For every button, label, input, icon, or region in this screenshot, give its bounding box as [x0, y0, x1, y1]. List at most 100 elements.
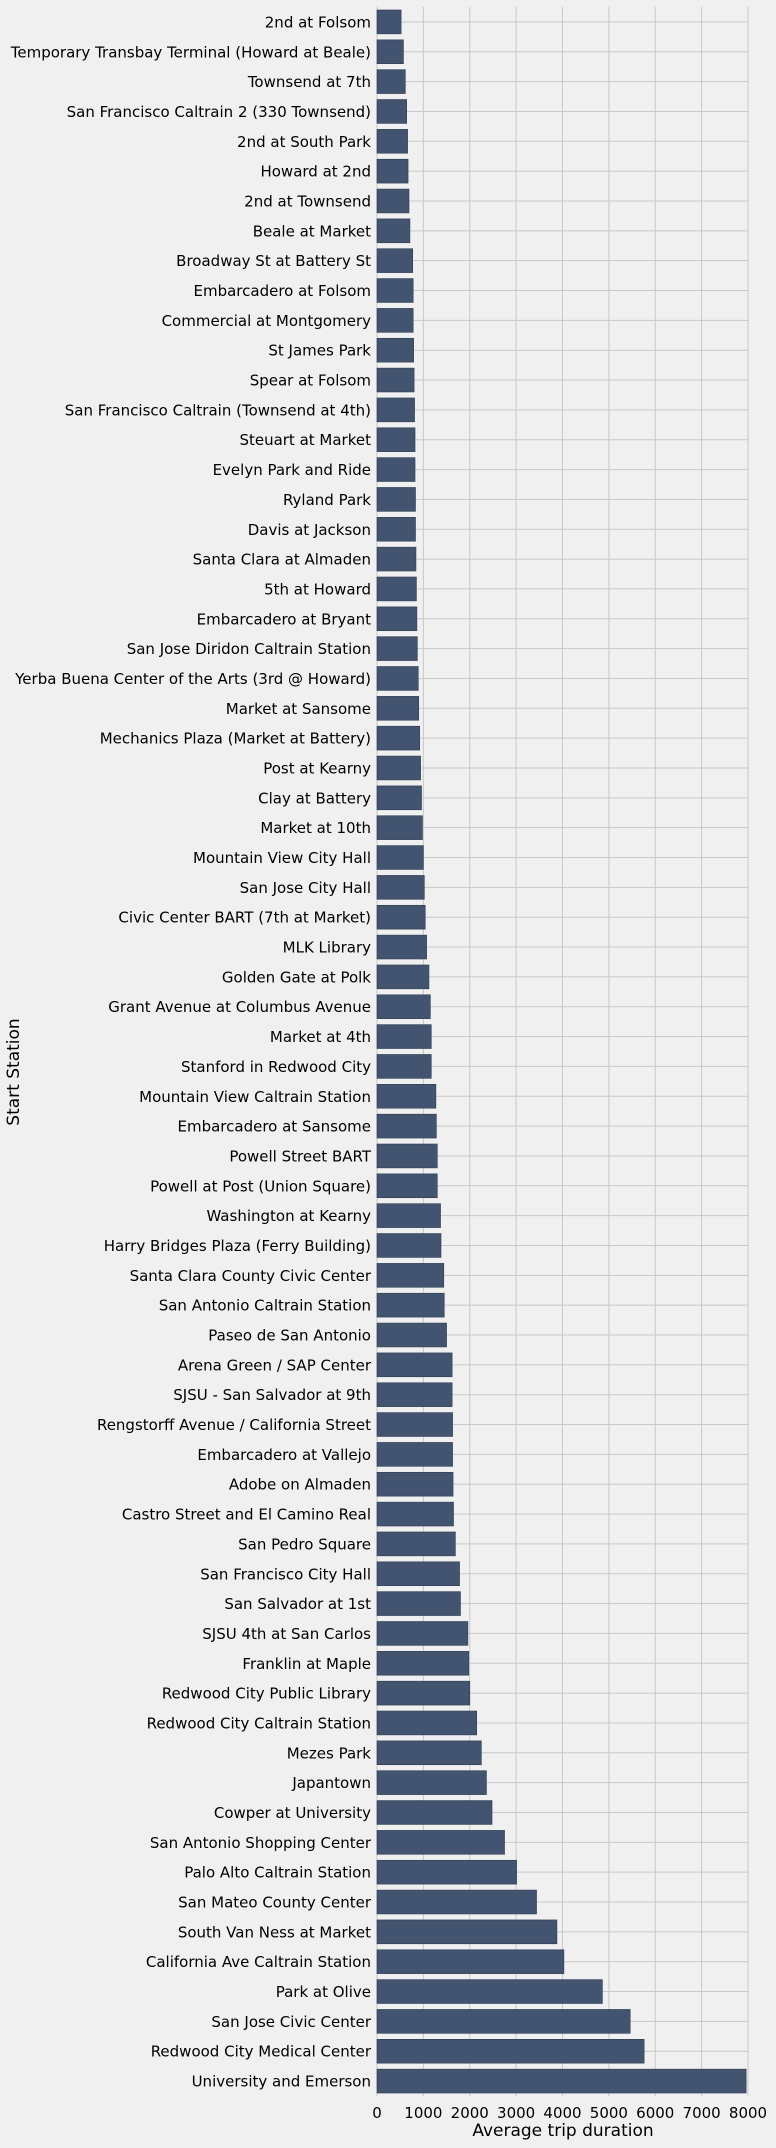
y-tick-label: Market at 10th	[260, 819, 371, 837]
y-tick-label: Commercial at Montgomery	[162, 312, 372, 330]
bar	[376, 636, 418, 661]
bar	[376, 1412, 453, 1437]
y-tick-label: Adobe on Almaden	[229, 1476, 371, 1494]
y-tick-label: Park at Olive	[276, 1983, 371, 2001]
bar	[376, 337, 414, 363]
bar	[376, 218, 411, 244]
bar	[376, 1054, 432, 1079]
y-tick-label: Ryland Park	[283, 491, 371, 509]
bar	[376, 576, 417, 602]
y-tick-label: Golden Gate at Polk	[222, 968, 371, 986]
y-tick-label: 2nd at Townsend	[244, 192, 371, 210]
bar	[376, 1949, 565, 1974]
bar	[376, 815, 423, 840]
y-tick-label: St James Park	[268, 342, 371, 360]
y-tick-label: Market at 4th	[270, 1028, 371, 1046]
y-tick-label: Harry Bridges Plaza (Ferry Building)	[104, 1237, 371, 1255]
y-tick-label: San Pedro Square	[238, 1535, 371, 1553]
bar	[376, 875, 425, 900]
bar	[376, 517, 416, 542]
y-tick-label: Beale at Market	[253, 222, 371, 240]
y-tick-label: Embarcadero at Sansome	[177, 1118, 371, 1136]
bar	[376, 1830, 505, 1855]
bar	[376, 2038, 645, 2064]
bar	[376, 248, 414, 273]
bars	[376, 9, 747, 2094]
y-tick-label: Castro Street and El Camino Real	[122, 1506, 371, 1524]
bar	[376, 1113, 437, 1139]
bar	[376, 39, 404, 65]
bar	[376, 1024, 432, 1049]
y-tick-label: Spear at Folsom	[250, 372, 371, 390]
bar	[376, 1800, 493, 1825]
y-tick-label: Paseo de San Antonio	[208, 1327, 371, 1345]
y-tick-label: University and Emerson	[192, 2073, 371, 2091]
bar	[376, 934, 427, 960]
bar	[376, 1352, 453, 1378]
y-tick-label: California Ave Caltrain Station	[146, 1953, 371, 1971]
y-tick-label: Post at Kearny	[263, 759, 371, 777]
y-tick-label: Howard at 2nd	[260, 163, 371, 181]
bar	[376, 457, 416, 482]
x-tick-label: 2000	[451, 2104, 489, 2122]
bar	[376, 129, 408, 154]
y-tick-labels: 2nd at Folsom Temporary Transbay Terminal…	[10, 13, 372, 2090]
y-tick-label: Mountain View City Hall	[193, 849, 371, 867]
y-tick-label: South Van Ness at Market	[178, 1923, 371, 1941]
bar	[376, 487, 416, 512]
bar	[376, 696, 420, 721]
y-tick-label: San Jose Diridon Caltrain Station	[127, 640, 371, 658]
bar	[376, 1740, 482, 1766]
bar	[376, 1651, 470, 1676]
x-tick-label: 3000	[497, 2104, 535, 2122]
y-tick-label: Rengstorff Avenue / California Street	[97, 1416, 371, 1434]
bar	[376, 2068, 747, 2094]
x-axis-title: Average trip duration	[472, 2121, 653, 2141]
x-tick-label: 0	[372, 2104, 382, 2122]
bar	[376, 1322, 447, 1348]
bar	[376, 2009, 631, 2034]
y-tick-label: San Jose City Hall	[240, 879, 371, 897]
y-axis-title: Start Station	[4, 1018, 24, 1125]
bar	[376, 9, 402, 35]
y-tick-label: Grant Avenue at Columbus Avenue	[108, 998, 371, 1016]
bar	[376, 964, 430, 990]
bar	[376, 785, 422, 811]
bar	[376, 1859, 517, 1885]
bar	[376, 606, 418, 632]
bar	[376, 1889, 537, 1915]
y-tick-label: Redwood City Medical Center	[151, 2043, 372, 2061]
bar	[376, 397, 415, 423]
x-tick-labels: 0 1000 2000 3000 4000 5000 6000 7000 8000	[372, 2104, 767, 2122]
y-tick-label: Franklin at Maple	[242, 1655, 371, 1673]
y-tick-label: Stanford in Redwood City	[181, 1058, 371, 1076]
bar	[376, 1263, 445, 1288]
bar	[376, 1173, 438, 1199]
y-tick-label: Evelyn Park and Ride	[213, 461, 371, 479]
bar	[376, 1561, 460, 1586]
bar	[376, 994, 431, 1019]
y-tick-label: Washington at Kearny	[206, 1207, 371, 1225]
y-tick-label: SJSU - San Salvador at 9th	[173, 1386, 371, 1404]
bar	[376, 99, 407, 124]
y-tick-label: San Mateo County Center	[178, 1894, 372, 1912]
bar	[376, 188, 410, 214]
y-tick-label: Embarcadero at Bryant	[197, 610, 371, 628]
y-tick-label: Civic Center BART (7th at Market)	[118, 909, 371, 927]
bar	[376, 1233, 442, 1258]
y-tick-label: Palo Alto Caltrain Station	[184, 1864, 371, 1882]
y-tick-label: Redwood City Public Library	[162, 1685, 371, 1703]
bar	[376, 1680, 471, 1706]
y-tick-label: San Francisco Caltrain 2 (330 Townsend)	[67, 103, 371, 121]
y-tick-label: Clay at Battery	[258, 789, 371, 807]
bar	[376, 1292, 445, 1318]
x-tick-label: 1000	[404, 2104, 442, 2122]
y-tick-label: Davis at Jackson	[248, 521, 371, 539]
y-tick-label: Cowper at University	[214, 1804, 371, 1822]
y-tick-label: San Salvador at 1st	[224, 1595, 371, 1613]
bar	[376, 904, 426, 930]
y-tick-label: San Francisco City Hall	[200, 1565, 371, 1583]
y-tick-label: Japantown	[291, 1774, 371, 1792]
bar	[376, 1501, 454, 1527]
